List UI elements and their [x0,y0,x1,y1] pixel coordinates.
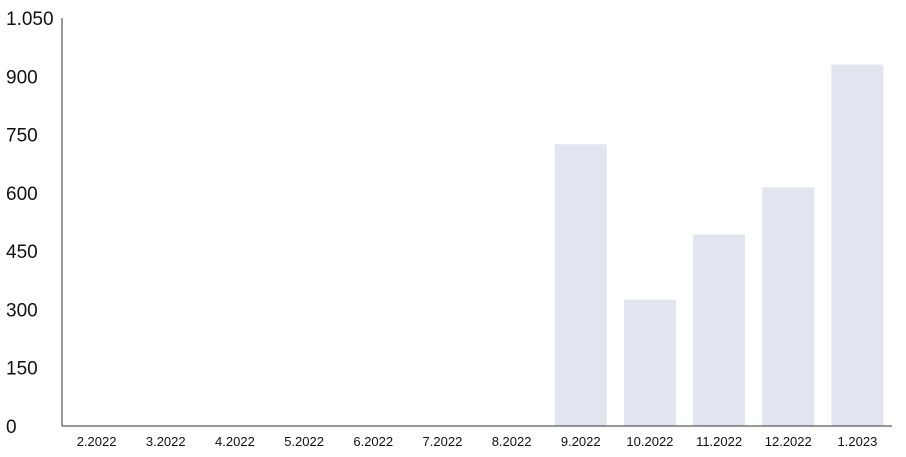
x-tick-label: 7.2022 [423,434,463,449]
bar [693,234,746,426]
bar [554,144,607,427]
y-tick-label: 0 [6,417,17,438]
bar [762,187,815,426]
x-tick-label: 8.2022 [492,434,532,449]
bar [831,64,884,426]
x-tick-label: 2.2022 [77,434,117,449]
x-axis-ticks: 2.2022 3.2022 4.2022 5.2022 6.2022 7.2022 8.20… [77,434,878,449]
x-tick-label: 10.2022 [626,434,673,449]
x-tick-label: 11.2022 [696,434,742,449]
x-tick-label: 3.2022 [146,434,186,449]
x-tick-label: 4.2022 [215,434,255,449]
x-tick-label: 5.2022 [284,434,324,449]
y-tick-label: 450 [6,242,38,263]
x-tick-label: 9.2022 [561,434,601,449]
y-axis-ticks: 0 150 300 450 600 750 900 1.050 [6,9,54,438]
bar [623,299,676,426]
x-tick-label: 12.2022 [765,434,812,449]
y-tick-label: 300 [6,300,38,321]
y-tick-label: 750 [6,126,38,147]
x-tick-label: 1.2023 [838,434,878,449]
y-tick-label: 900 [6,67,38,88]
x-tick-label: 6.2022 [353,434,393,449]
y-tick-label: 1.050 [6,9,54,30]
y-tick-label: 600 [6,184,38,205]
bars-group [554,64,884,427]
y-tick-label: 150 [6,359,38,380]
